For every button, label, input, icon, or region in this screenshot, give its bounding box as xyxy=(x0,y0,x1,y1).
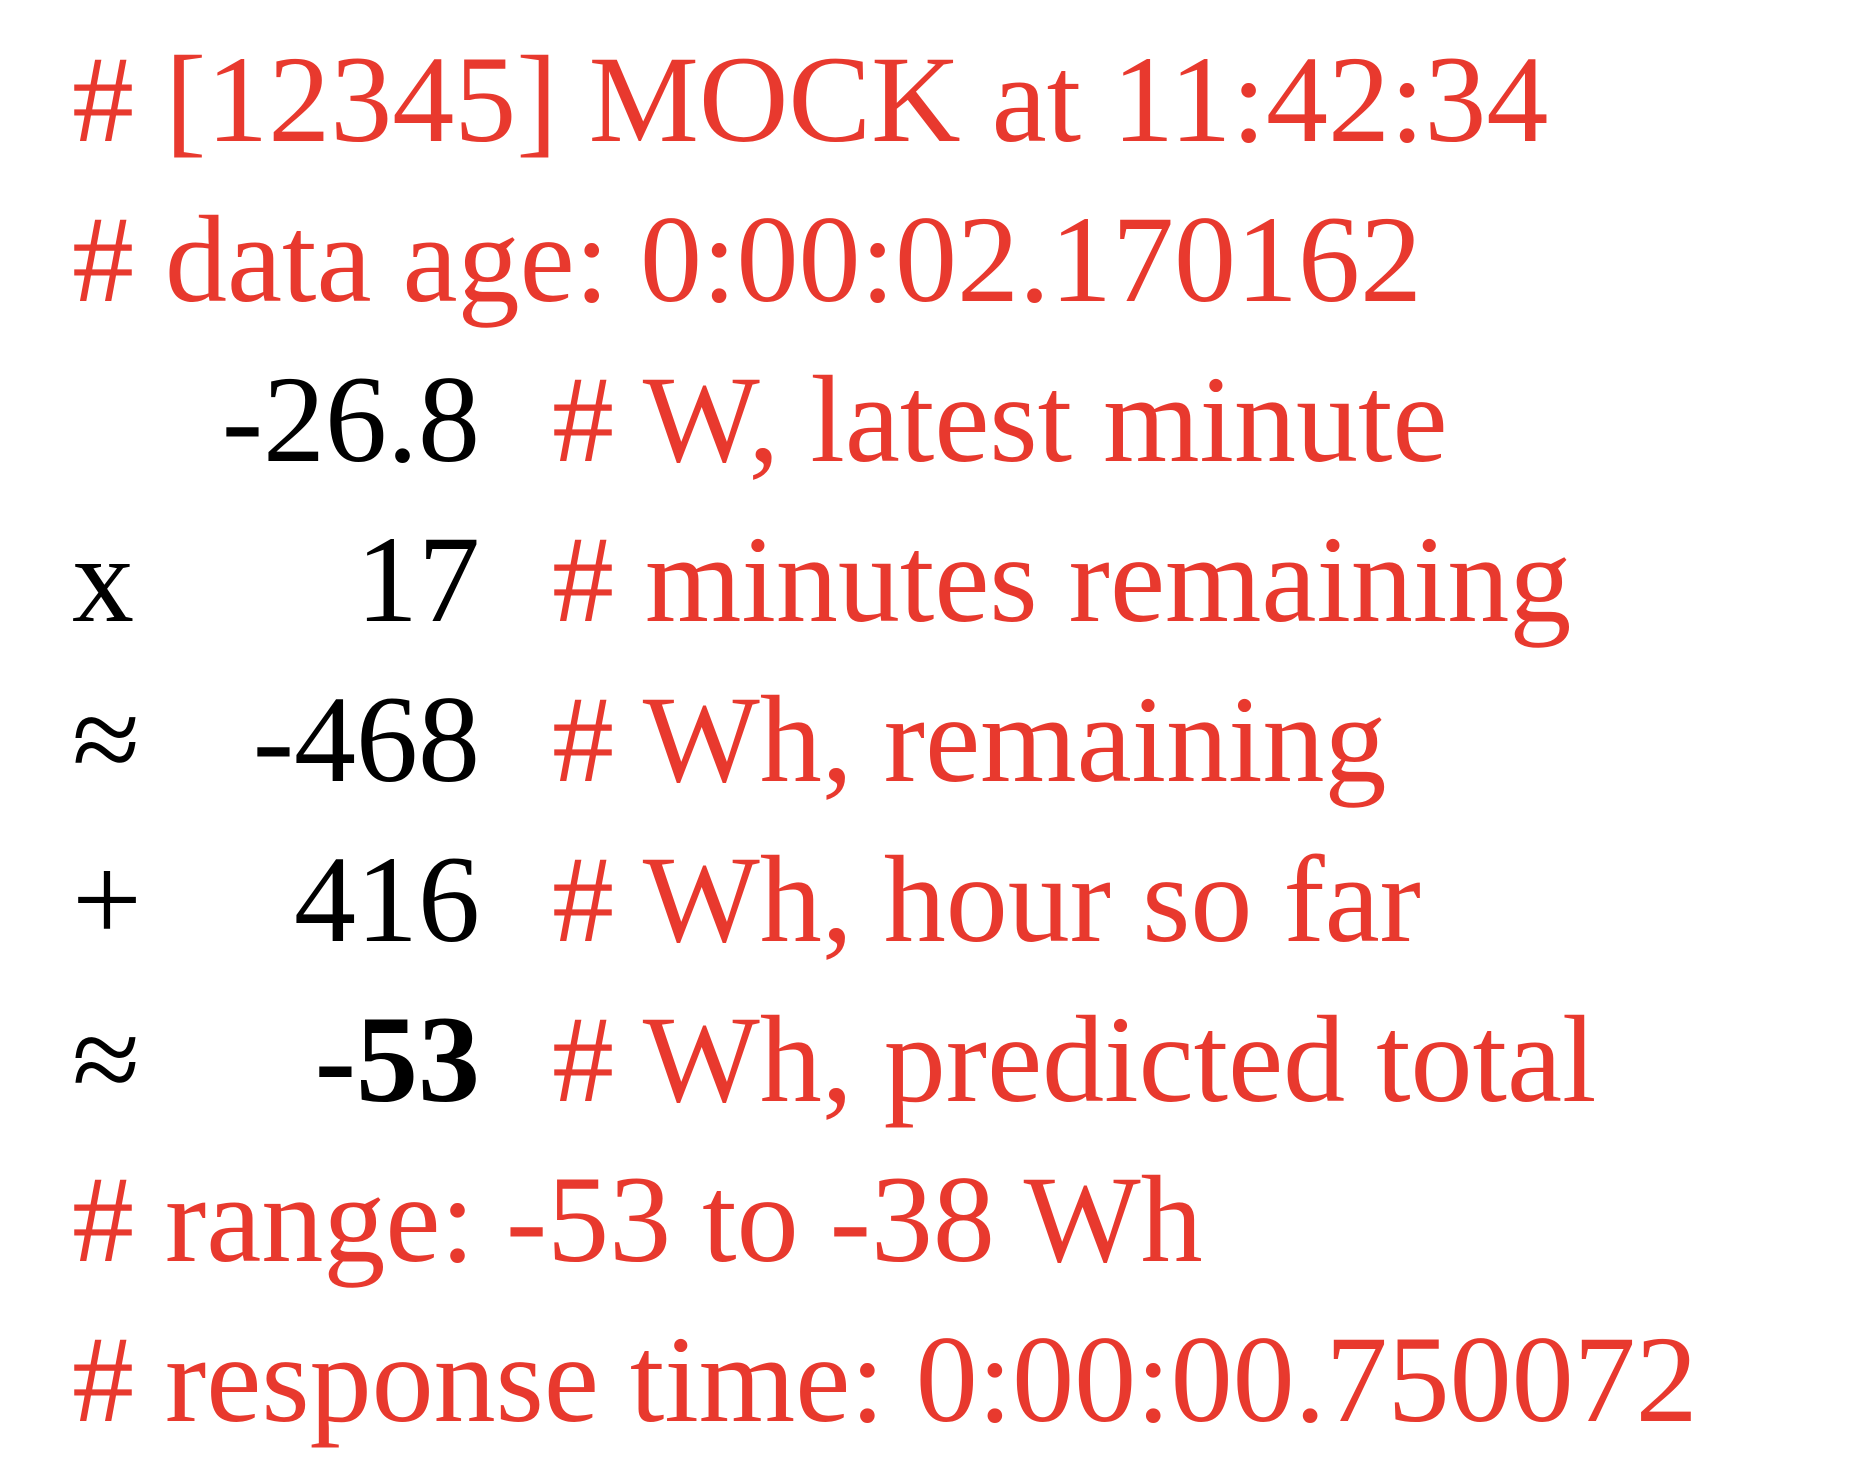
calc-operator: + xyxy=(72,831,142,968)
calc-value: 17 xyxy=(356,511,480,648)
calc-comment: # Wh, hour so far xyxy=(552,831,1421,968)
calc-value: 416 xyxy=(294,831,480,968)
calc-comment: # Wh, predicted total xyxy=(552,991,1597,1128)
range-line: # range: -53 to -38 Wh xyxy=(72,1151,1203,1288)
calc-operator: ≈ xyxy=(72,991,141,1128)
response-time-line: # response time: 0:00:00.750072 xyxy=(72,1311,1698,1448)
calc-comment: # Wh, remaining xyxy=(552,671,1387,808)
calc-value: -468 xyxy=(252,671,480,808)
calc-operator: x xyxy=(72,511,134,648)
data-age-line: # data age: 0:00:02.170162 xyxy=(72,191,1422,328)
calc-operator: ≈ xyxy=(72,671,141,808)
calc-comment: # minutes remaining xyxy=(552,511,1572,648)
calc-value: -26.8 xyxy=(221,351,480,488)
calc-value-predicted-total: -53 xyxy=(314,991,480,1128)
header-title-line: # [12345] MOCK at 11:42:34 xyxy=(72,31,1549,168)
calc-comment: # W, latest minute xyxy=(552,351,1448,488)
